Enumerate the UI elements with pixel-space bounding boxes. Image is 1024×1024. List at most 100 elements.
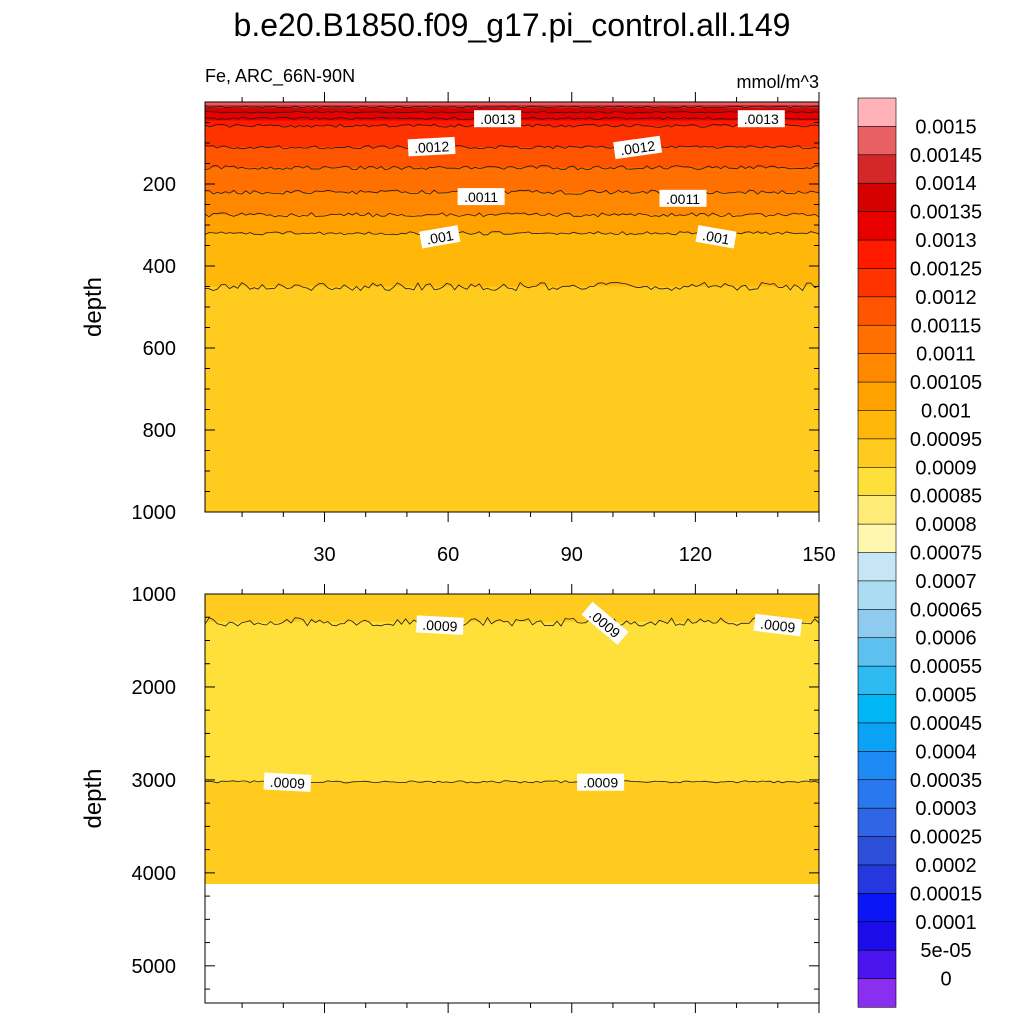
contour-label-group: .001 [419, 225, 461, 249]
colorbar-box [857, 97, 897, 128]
colorbar-box [857, 580, 897, 610]
contour-label-bg [263, 772, 312, 792]
colorbar-label: 0.0006 [915, 628, 976, 650]
no-data-region [205, 884, 819, 1003]
panel-fill-group: .0009.0009.0009.0009.0009 [205, 594, 819, 1003]
y-tick-label: 5000 [132, 956, 177, 978]
contour-label: .0009 [759, 616, 796, 636]
colorbar-box [857, 182, 897, 213]
contour-label: .0009 [583, 775, 618, 791]
colorbar-box [857, 751, 897, 781]
contour-label-bg [407, 136, 456, 157]
colorbar-label: 0.0011 [916, 344, 976, 366]
contour-label-bg [419, 225, 461, 249]
units-label: mmol/m^3 [737, 72, 819, 92]
y-tick-label: 600 [143, 338, 176, 360]
colorbar-box [857, 694, 897, 724]
colorbar-label: 0.0004 [915, 741, 976, 763]
y-tick-label: 3000 [132, 770, 177, 792]
colorbar-label: 0.00115 [911, 315, 982, 337]
contour-line [205, 105, 819, 109]
contour-line [205, 281, 819, 292]
contour-label-bg [613, 135, 663, 160]
contour-line [205, 165, 819, 171]
colorbar-box [857, 353, 897, 383]
contour-label-group: .0009 [753, 613, 803, 637]
colorbar-box [857, 637, 897, 667]
contour-label-group: .001 [695, 225, 737, 249]
colorbar-label: 0.00015 [910, 883, 982, 905]
colorbar-box [857, 523, 897, 554]
variable-label: Fe, ARC_66N-90N [205, 66, 355, 87]
contour-label-bg [659, 189, 707, 207]
depth-band [205, 214, 819, 234]
contour-label: .001 [425, 227, 455, 248]
colorbar-box [857, 921, 897, 951]
contour-label: .0009 [269, 774, 305, 792]
colorbar-label: 0.0002 [915, 855, 976, 877]
panel-frame [204, 593, 820, 1004]
colorbar [857, 97, 897, 1008]
colorbar-label: 0.0012 [915, 287, 976, 309]
colorbar-box [857, 211, 897, 241]
colorbar-label: 0.00025 [910, 827, 982, 849]
colorbar-box [857, 126, 897, 156]
chart-title: b.e20.B1850.f09_g17.pi_control.all.149 [234, 7, 791, 43]
colorbar-label: 0.0005 [915, 685, 976, 707]
contour-label-group: .0012 [407, 136, 456, 157]
contour-line [205, 189, 819, 195]
colorbar-box [857, 552, 897, 582]
colorbar-label: 0.0014 [915, 173, 976, 195]
colorbar-box [857, 410, 897, 440]
colorbar-label: 0.00035 [910, 770, 982, 792]
contour-label-group: .0013 [737, 110, 785, 128]
x-tick-label: 60 [437, 544, 459, 566]
colorbar-label: 0.0001 [915, 912, 976, 934]
contour-label-bg [457, 188, 505, 206]
contour-label-bg [577, 773, 625, 791]
contour-line [205, 616, 819, 627]
y-axis-label: depth [80, 277, 107, 337]
contour-label: .0012 [619, 138, 656, 159]
contour-label-group: .0009 [263, 772, 312, 792]
colorbar-label: 0.00065 [910, 599, 982, 621]
colorbar-label: 0.0009 [915, 457, 976, 479]
contour-label-bg [581, 601, 629, 645]
colorbar-label: 0.00105 [910, 372, 982, 394]
colorbar-box [857, 438, 897, 468]
colorbar-label: 0.001 [921, 400, 971, 422]
colorbar-label: 0.00125 [910, 258, 982, 280]
colorbar-label: 0.00045 [910, 713, 982, 735]
colorbar-label: 0.0008 [915, 514, 976, 536]
depth-band [205, 192, 819, 216]
contour-label-group: .0012 [613, 135, 663, 160]
colorbar-box [857, 722, 897, 752]
depth-band [205, 167, 819, 193]
y-tick-label: 400 [143, 256, 176, 278]
colorbar-box [857, 978, 897, 1008]
y-tick-label: 2000 [132, 677, 177, 699]
contour-label-bg [753, 613, 803, 637]
contour-label-bg [737, 110, 785, 128]
contour-label-group: .0013 [474, 110, 522, 128]
panel-upper: .0013 .0013 .0012 .0012 .0011 .0011 .001 .001 [204, 92, 820, 522]
contour-label: .0013 [744, 111, 779, 127]
contour-label: .0009 [422, 617, 458, 635]
colorbar-label: 0.0013 [915, 230, 976, 252]
x-tick-label: 30 [313, 544, 335, 566]
contour-label: .001 [701, 227, 731, 248]
colorbar-box [857, 324, 897, 355]
depth-band [205, 147, 819, 169]
y-tick-label: 1000 [132, 502, 177, 524]
colorbar-label: 0.0007 [915, 571, 976, 593]
panel-lower: .0009.0009.0009.0009.0009 [204, 584, 820, 1013]
colorbar-label: 0 [940, 969, 951, 991]
colorbar-box [857, 864, 897, 894]
depth-band [205, 125, 819, 148]
colorbar-label: 0.00085 [910, 486, 982, 508]
depth-band [205, 286, 819, 512]
colorbar-label: 5e-05 [920, 940, 971, 962]
contour-label: .0011 [666, 191, 700, 207]
colorbar-box [857, 268, 897, 298]
